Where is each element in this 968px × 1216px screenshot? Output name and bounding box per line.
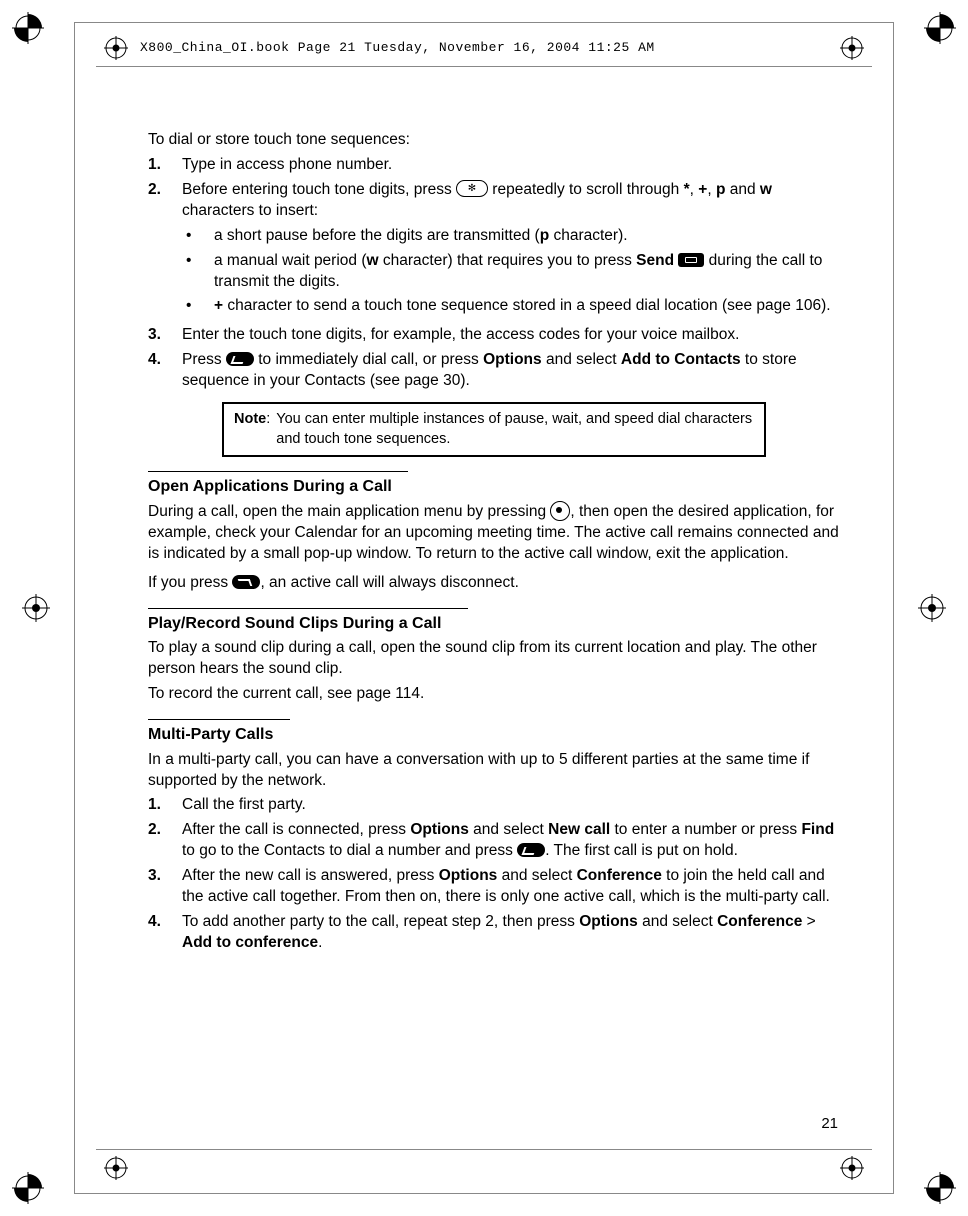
page-number: 21 <box>821 1115 838 1132</box>
footer-reg-right-icon <box>840 1156 864 1180</box>
crop-mark-tr <box>924 12 956 44</box>
t: characters to insert: <box>182 202 318 219</box>
call-key-icon <box>226 352 254 366</box>
section-title: Play/Record Sound Clips During a Call <box>148 613 840 635</box>
section-title: Open Applications During a Call <box>148 476 840 498</box>
step-2: 2. Before entering touch tone digits, pr… <box>148 180 840 322</box>
t: w <box>760 181 772 198</box>
send-key-icon <box>678 253 704 267</box>
sec3-intro: In a multi-party call, you can have a co… <box>148 750 840 792</box>
t: Before entering touch tone digits, press <box>182 181 456 198</box>
step-num: 1. <box>148 155 182 176</box>
step-body: Type in access phone number. <box>182 155 840 176</box>
step-body: Before entering touch tone digits, press… <box>182 180 840 322</box>
sec3-steps: 1.Call the first party. 2.After the call… <box>148 795 840 953</box>
page-content: To dial or store touch tone sequences: 1… <box>148 130 840 960</box>
section-rule <box>148 719 290 720</box>
crop-mark-tl <box>12 12 44 44</box>
call-key-icon <box>517 843 545 857</box>
header-reg-left-icon <box>104 36 128 60</box>
sec1-p1: During a call, open the main application… <box>148 502 840 565</box>
nav-key-icon <box>550 501 570 521</box>
end-key-icon <box>232 575 260 589</box>
steps-a: 1. Type in access phone number. 2. Befor… <box>148 155 840 392</box>
step-3: 3. Enter the touch tone digits, for exam… <box>148 325 840 346</box>
star-key-icon: ✻ <box>456 180 488 197</box>
t: and <box>725 181 759 198</box>
footer-row <box>96 1152 872 1186</box>
sub-bullets: •a short pause before the digits are tra… <box>182 226 840 318</box>
note-box: Note: You can enter multiple instances o… <box>222 402 766 457</box>
step-1: 1. Type in access phone number. <box>148 155 840 176</box>
header-rule <box>96 66 872 67</box>
step-4: 4. Press to immediately dial call, or pr… <box>148 350 840 392</box>
header-row: X800_China_OI.book Page 21 Tuesday, Nove… <box>96 32 872 66</box>
t: repeatedly to scroll through <box>488 181 684 198</box>
t: * <box>684 181 690 198</box>
sec2-p2: To record the current call, see page 114… <box>148 684 840 705</box>
sec1-p2: If you press , an active call will alway… <box>148 573 840 594</box>
reg-mark-right <box>918 594 946 622</box>
section-rule <box>148 608 468 609</box>
footer-rule <box>96 1149 872 1150</box>
crop-mark-br <box>924 1172 956 1204</box>
header-reg-right-icon <box>840 36 864 60</box>
reg-mark-left <box>22 594 50 622</box>
intro: To dial or store touch tone sequences: <box>148 130 840 151</box>
footer-reg-left-icon <box>104 1156 128 1180</box>
step-num: 2. <box>148 180 182 322</box>
section-title: Multi-Party Calls <box>148 724 840 746</box>
sec2-p1: To play a sound clip during a call, open… <box>148 638 840 680</box>
crop-mark-bl <box>12 1172 44 1204</box>
section-rule <box>148 471 408 472</box>
header-text: X800_China_OI.book Page 21 Tuesday, Nove… <box>140 40 655 55</box>
